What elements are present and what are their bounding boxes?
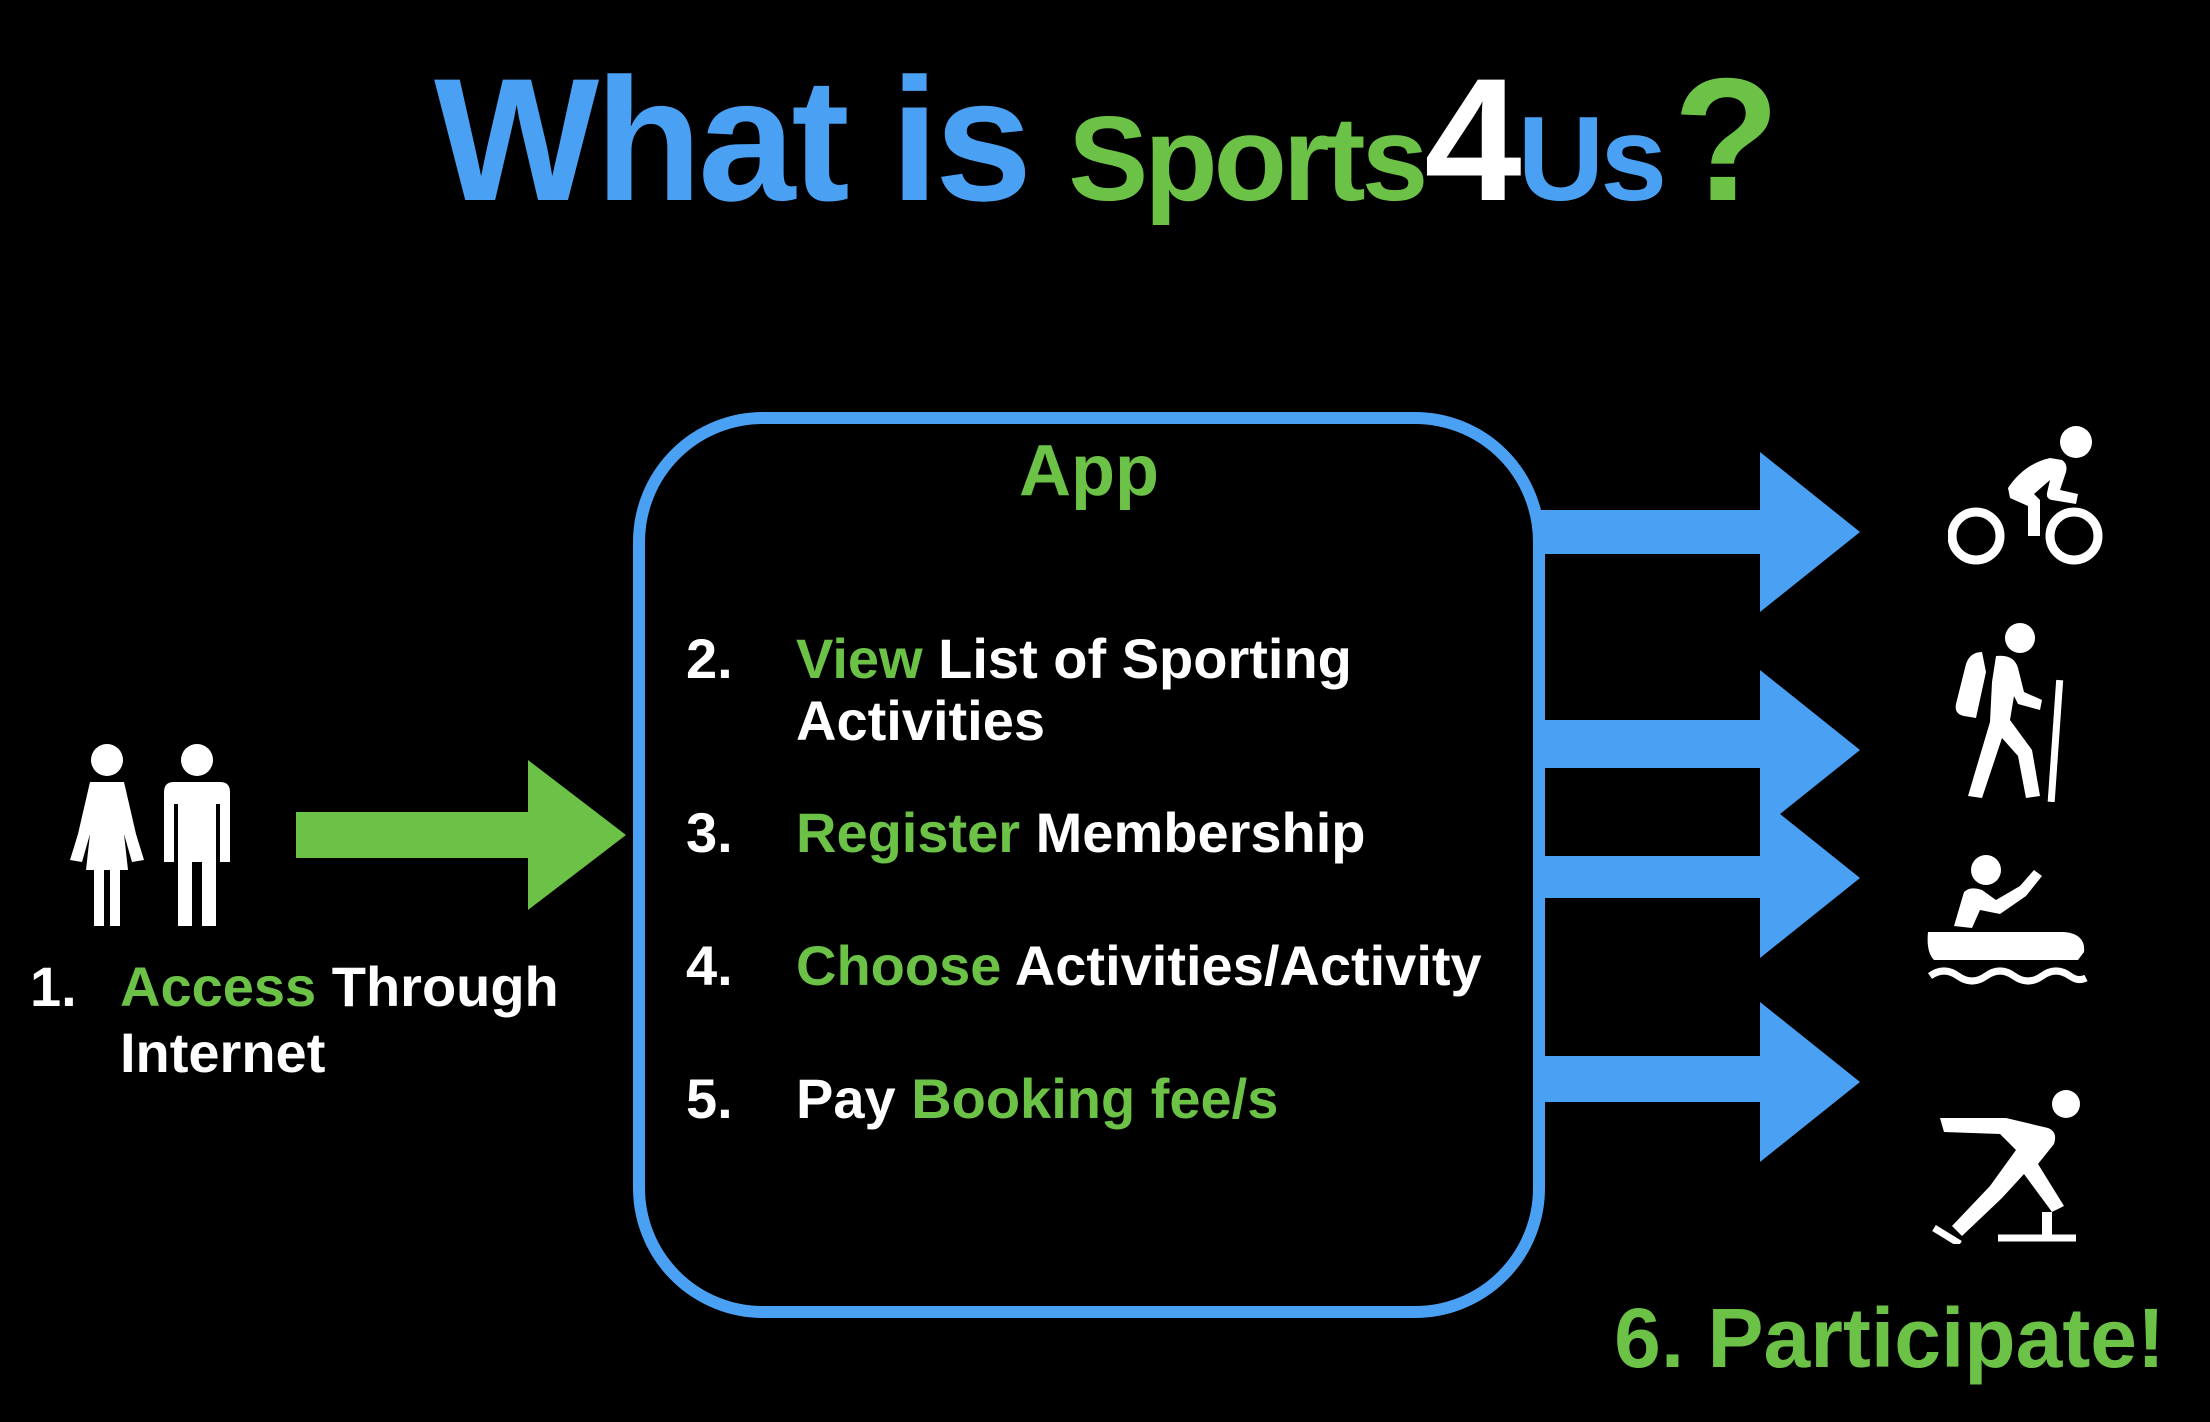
title-question-mark: ?	[1673, 43, 1780, 238]
app-label: App	[1019, 431, 1159, 511]
step-3-text: Membership	[1020, 801, 1366, 864]
cycling-icon	[1948, 426, 2103, 565]
step-5-text: Pay	[796, 1067, 912, 1130]
step-4-text: Activities/Activity	[1001, 934, 1482, 997]
access-arrow	[296, 760, 626, 910]
hiking-icon	[1955, 623, 2064, 802]
step-4-highlight: Choose	[796, 934, 1002, 997]
step-6-participate: 6. Participate!	[1614, 1291, 2165, 1385]
step-1-access-line2: Internet	[120, 1021, 326, 1084]
title-us: Us	[1517, 92, 1667, 226]
arrow-to-skating	[1540, 1002, 1860, 1162]
arrow-to-canoeing	[1540, 798, 1860, 958]
step-5-number: 5.	[686, 1067, 733, 1130]
arrow-to-hiking	[1540, 670, 1860, 830]
step-2-number: 2.	[686, 627, 733, 690]
step-2-highlight: View	[796, 627, 923, 690]
step-1-number: 1.	[30, 955, 77, 1018]
step-1-access: 1. Access Through	[30, 956, 559, 1018]
title-sports: Sports	[1068, 92, 1428, 226]
title-what-is: What is	[434, 43, 1032, 238]
step-3-number: 3.	[686, 801, 733, 864]
step-4-number: 4.	[686, 934, 733, 997]
activity-arrows	[1540, 452, 1860, 1162]
app-box	[633, 412, 1545, 1318]
page-title: What is Sports4Us?	[0, 40, 2210, 240]
step-2-view: 2. View List of Sporting	[686, 628, 1352, 690]
restroom-people-icon	[70, 744, 230, 926]
step-5-highlight: Booking fee/s	[911, 1067, 1279, 1130]
arrow-to-cycling	[1540, 452, 1860, 612]
step-4-choose: 4. Choose Activities/Activity	[686, 935, 1482, 997]
step-3-highlight: Register	[796, 801, 1021, 864]
canoeing-icon	[1927, 855, 2088, 985]
step-3-register: 3. Register Membership	[686, 802, 1366, 864]
ice-skating-icon	[1932, 1090, 2080, 1244]
step-2-text: List of Sporting	[922, 627, 1352, 690]
step-2-line2: Activities	[796, 689, 1045, 752]
step-5-pay: 5. Pay Booking fee/s	[686, 1068, 1278, 1130]
title-four: 4	[1424, 43, 1521, 238]
step-1-highlight: Access	[120, 955, 317, 1018]
step-1-text: Through	[316, 955, 559, 1018]
